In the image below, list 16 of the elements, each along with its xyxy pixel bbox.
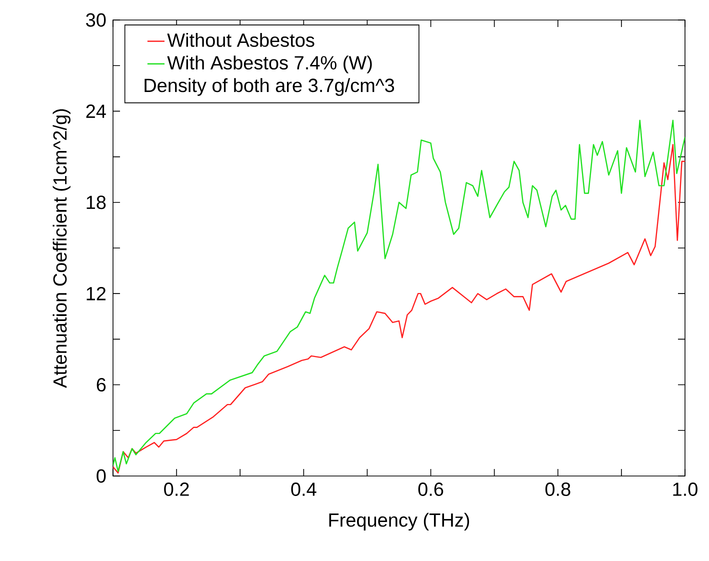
x-tick-label: 0.4 (291, 482, 316, 496)
y-tick-label: 6 (96, 378, 106, 392)
y-tick-label: 18 (86, 196, 106, 210)
x-tick-label: 1.0 (673, 482, 698, 496)
x-tick-label: 0.8 (545, 482, 570, 496)
y-tick-label: 0 (96, 469, 106, 483)
y-tick-label: 12 (86, 286, 106, 300)
legend-label: Without Asbestos (167, 32, 314, 47)
x-axis-title: Frequency (THz) (329, 512, 470, 531)
annotation: Density of both are 3.7g/cm^3 (144, 78, 394, 96)
x-tick-label: 0.6 (418, 482, 444, 496)
y-axis-title: Attenuation Coefficient (1cm^2/g) (52, 109, 70, 388)
y-tick-label: 30 (86, 13, 106, 27)
y-tick-label: 24 (86, 104, 106, 118)
legend-label: With Asbestos 7.4% (W) (167, 56, 372, 74)
x-tick-label: 0.2 (164, 482, 189, 496)
